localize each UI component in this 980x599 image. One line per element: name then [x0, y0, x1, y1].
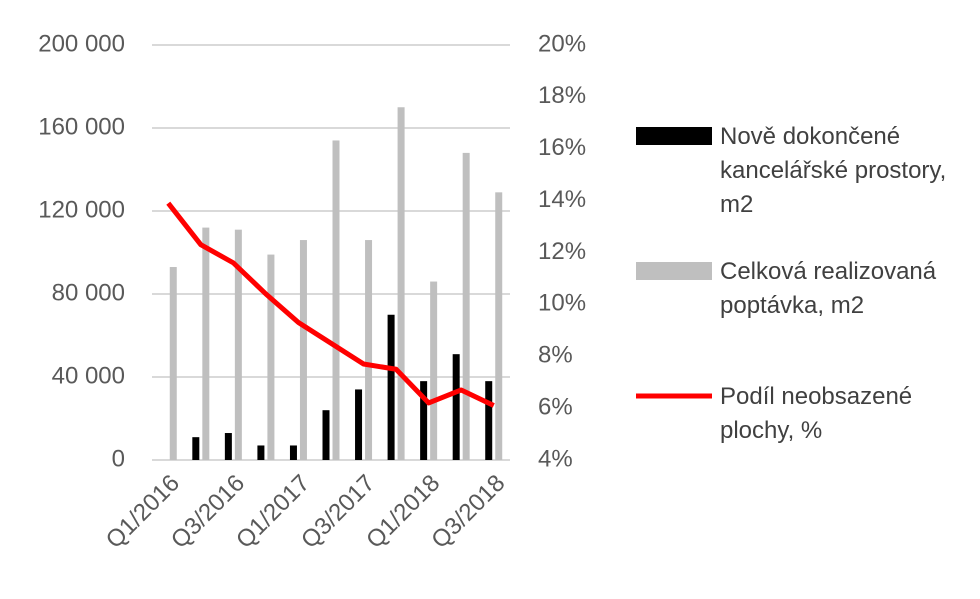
legend-swatch [636, 127, 712, 145]
bar [355, 389, 363, 460]
bar [322, 410, 330, 460]
bar [495, 192, 503, 460]
legend-label: Celková realizovaná poptávka, m2 [720, 258, 937, 319]
y2-tick-label: 4% [538, 445, 573, 472]
y-tick-label: 200 000 [38, 30, 125, 57]
y-tick-label: 120 000 [38, 196, 125, 223]
bar [257, 445, 265, 460]
bar [224, 433, 232, 460]
y-tick-label: 80 000 [52, 279, 125, 306]
y2-tick-label: 20% [538, 30, 586, 57]
bar [387, 314, 395, 460]
bar [397, 107, 405, 460]
y-tick-label: 160 000 [38, 113, 125, 140]
line [166, 201, 495, 408]
bar [462, 152, 470, 460]
legend-label: Podíl neobsazené plochy, % [720, 383, 913, 444]
y2-tick-label: 10% [538, 290, 586, 317]
y-tick-label: 40 000 [52, 362, 125, 389]
y2-tick-label: 14% [538, 186, 586, 213]
y-tick-label: 0 [112, 445, 125, 472]
bar [289, 445, 297, 460]
bar [267, 254, 275, 460]
bar [452, 354, 460, 460]
bar [202, 227, 210, 460]
bar [169, 267, 177, 460]
y2-tick-label: 6% [538, 393, 573, 420]
bar [365, 240, 373, 460]
bar [192, 437, 200, 460]
bar [485, 381, 493, 460]
legend-swatch [636, 262, 712, 280]
y2-tick-label: 12% [538, 238, 586, 265]
legend-label: Nově dokončené kancelářské prostory, m2 [720, 123, 947, 218]
bar [430, 281, 438, 460]
bar [299, 240, 307, 460]
bar [332, 140, 340, 460]
bar [234, 229, 242, 460]
y2-tick-label: 8% [538, 342, 573, 369]
y2-tick-label: 16% [538, 134, 586, 161]
y2-tick-label: 18% [538, 82, 586, 109]
bar [420, 381, 428, 460]
